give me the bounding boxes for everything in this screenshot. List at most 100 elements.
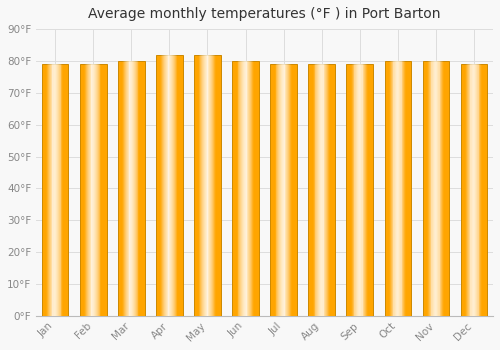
Bar — [357, 64, 358, 316]
Bar — [308, 64, 309, 316]
Bar — [329, 64, 330, 316]
Bar — [140, 61, 141, 316]
Bar — [213, 55, 214, 316]
Bar — [352, 64, 354, 316]
Bar — [318, 64, 319, 316]
Bar — [258, 61, 259, 316]
Bar — [164, 55, 165, 316]
Bar — [241, 61, 242, 316]
Title: Average monthly temperatures (°F ) in Port Barton: Average monthly temperatures (°F ) in Po… — [88, 7, 441, 21]
Bar — [440, 61, 442, 316]
Bar — [443, 61, 444, 316]
Bar — [205, 55, 206, 316]
Bar — [396, 61, 397, 316]
Bar — [80, 64, 106, 316]
Bar — [365, 64, 366, 316]
Bar — [130, 61, 132, 316]
Bar — [460, 64, 487, 316]
Bar — [481, 64, 482, 316]
Bar — [236, 61, 238, 316]
Bar — [168, 55, 170, 316]
Bar — [233, 61, 234, 316]
Bar — [426, 61, 427, 316]
Bar — [367, 64, 368, 316]
Bar — [197, 55, 198, 316]
Bar — [216, 55, 217, 316]
Bar — [42, 64, 68, 316]
Bar — [138, 61, 140, 316]
Bar — [432, 61, 434, 316]
Bar — [386, 61, 387, 316]
Bar — [317, 64, 318, 316]
Bar — [181, 55, 182, 316]
Bar — [314, 64, 316, 316]
Bar — [359, 64, 360, 316]
Bar — [93, 64, 94, 316]
Bar — [484, 64, 486, 316]
Bar — [464, 64, 465, 316]
Bar — [333, 64, 334, 316]
Bar — [80, 64, 82, 316]
Bar — [444, 61, 445, 316]
Bar — [354, 64, 356, 316]
Bar — [87, 64, 88, 316]
Bar — [194, 55, 221, 316]
Bar — [370, 64, 372, 316]
Bar — [160, 55, 162, 316]
Bar — [288, 64, 289, 316]
Bar — [180, 55, 181, 316]
Bar — [327, 64, 328, 316]
Bar — [141, 61, 142, 316]
Bar — [287, 64, 288, 316]
Bar — [135, 61, 136, 316]
Bar — [232, 61, 259, 316]
Bar — [156, 55, 157, 316]
Bar — [309, 64, 310, 316]
Bar — [436, 61, 437, 316]
Bar — [90, 64, 92, 316]
Bar — [125, 61, 126, 316]
Bar — [405, 61, 406, 316]
Bar — [96, 64, 98, 316]
Bar — [466, 64, 467, 316]
Bar — [195, 55, 196, 316]
Bar — [136, 61, 138, 316]
Bar — [244, 61, 246, 316]
Bar — [54, 64, 55, 316]
Bar — [178, 55, 179, 316]
Bar — [390, 61, 392, 316]
Bar — [346, 64, 373, 316]
Bar — [389, 61, 390, 316]
Bar — [320, 64, 321, 316]
Bar — [364, 64, 365, 316]
Bar — [165, 55, 166, 316]
Bar — [356, 64, 357, 316]
Bar — [65, 64, 66, 316]
Bar — [349, 64, 350, 316]
Bar — [174, 55, 176, 316]
Bar — [478, 64, 480, 316]
Bar — [170, 55, 171, 316]
Bar — [235, 61, 236, 316]
Bar — [156, 55, 182, 316]
Bar — [358, 64, 359, 316]
Bar — [63, 64, 64, 316]
Bar — [48, 64, 49, 316]
Bar — [248, 61, 249, 316]
Bar — [465, 64, 466, 316]
Bar — [435, 61, 436, 316]
Bar — [212, 55, 213, 316]
Bar — [249, 61, 250, 316]
Bar — [55, 64, 56, 316]
Bar — [402, 61, 403, 316]
Bar — [282, 64, 284, 316]
Bar — [398, 61, 400, 316]
Bar — [397, 61, 398, 316]
Bar — [122, 61, 124, 316]
Bar — [217, 55, 218, 316]
Bar — [272, 64, 273, 316]
Bar — [88, 64, 90, 316]
Bar — [476, 64, 478, 316]
Bar — [92, 64, 93, 316]
Bar — [42, 64, 43, 316]
